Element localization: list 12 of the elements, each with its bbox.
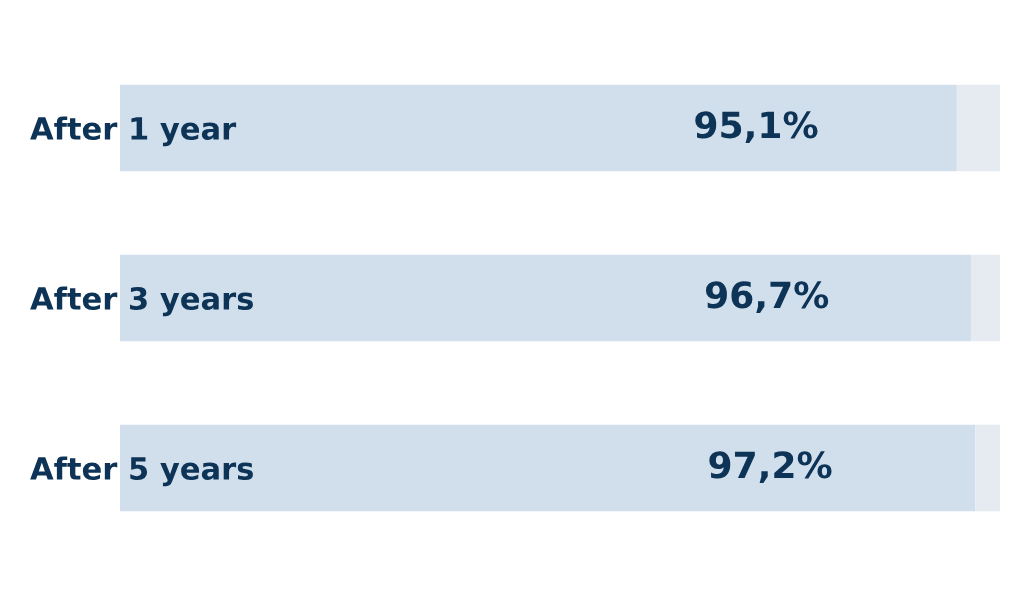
data-label: 97,2% [709, 451, 832, 484]
bar [120, 254, 971, 342]
bar [120, 84, 957, 172]
bar [956, 84, 1000, 172]
bar [120, 424, 976, 512]
y-tick-label: After 5 years [30, 456, 253, 487]
data-label: 96,7% [705, 281, 829, 314]
data-label: 95,1% [695, 111, 818, 144]
y-tick-label: After 3 years [30, 286, 253, 317]
bar [975, 424, 1000, 512]
bar [970, 254, 1000, 342]
y-tick-label: After 1 year [30, 116, 237, 147]
